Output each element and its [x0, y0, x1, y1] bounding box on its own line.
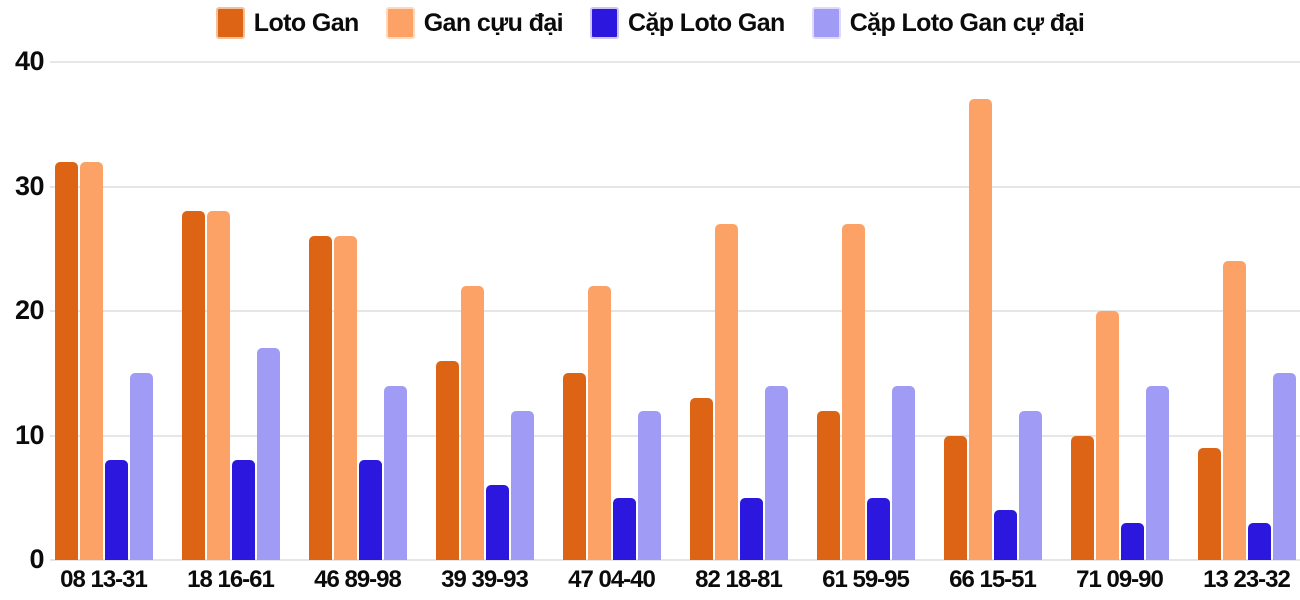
bars-area [40, 62, 1300, 560]
bar-cap-loto-gan-47-04-40[interactable] [612, 497, 636, 560]
y-tick-label: 10 [14, 419, 45, 450]
y-tick-label: 30 [14, 170, 45, 201]
bar-group-82-18-81 [675, 62, 802, 560]
bar-loto-gan-18-16-61[interactable] [181, 211, 205, 560]
x-tick-label-46-89-98: 46 89-98 [314, 566, 402, 593]
bar-cap-loto-gan-cu-ai-71-09-90[interactable] [1145, 385, 1169, 560]
bar-cap-loto-gan-08-13-31[interactable] [104, 460, 128, 560]
bar-loto-gan-08-13-31[interactable] [54, 161, 78, 560]
x-tick-label-08-13-31: 08 13-31 [60, 566, 148, 593]
bar-cap-loto-gan-cu-ai-08-13-31[interactable] [129, 373, 153, 560]
y-tick-label: 0 [29, 543, 44, 574]
legend-label: Loto Gan [253, 8, 360, 37]
x-axis: 08 13-31 18 16-61 46 89-98 39 39-93 47 04-40… [40, 563, 1300, 597]
bar-group-08-13-31 [40, 62, 167, 560]
gridline-40 [50, 61, 1300, 63]
bar-cap-loto-gan-18-16-61[interactable] [231, 460, 255, 560]
gridline-10 [50, 434, 1300, 437]
bar-gan-cuu-ai-18-16-61[interactable] [206, 211, 230, 560]
bar-loto-gan-47-04-40[interactable] [562, 373, 586, 560]
bar-cap-loto-gan-46-89-98[interactable] [358, 460, 382, 560]
x-tick-label-82-18-81: 82 18-81 [695, 566, 783, 593]
bar-group-18-16-61 [167, 62, 294, 560]
x-tick-label-39-39-93: 39 39-93 [441, 566, 529, 593]
bar-gan-cuu-ai-71-09-90[interactable] [1095, 311, 1119, 560]
bar-group-46-89-98 [294, 62, 421, 560]
bar-cap-loto-gan-39-39-93[interactable] [485, 485, 509, 560]
bar-group-66-15-51 [929, 62, 1056, 560]
gridline-30 [50, 185, 1300, 188]
bar-cap-loto-gan-66-15-51[interactable] [993, 510, 1017, 560]
bar-loto-gan-71-09-90[interactable] [1070, 435, 1094, 560]
bar-loto-gan-13-23-32[interactable] [1197, 447, 1221, 560]
bar-group-47-04-40 [548, 62, 675, 560]
bar-cap-loto-gan-cu-ai-13-23-32[interactable] [1272, 373, 1296, 560]
bar-gan-cuu-ai-13-23-32[interactable] [1222, 261, 1246, 560]
bar-group-61-59-95 [802, 62, 929, 560]
bar-cap-loto-gan-cu-ai-82-18-81[interactable] [764, 385, 788, 560]
legend-label: Cặp Loto Gan [628, 8, 785, 37]
bar-loto-gan-61-59-95[interactable] [816, 410, 840, 560]
x-tick-label-47-04-40: 47 04-40 [568, 566, 656, 593]
chart-legend: Loto Gan Gan cựu đại Cặp Loto Gan Cặp Loto … [0, 7, 1300, 39]
y-tick-label: 20 [14, 294, 45, 325]
legend-label: Cặp Loto Gan cự đại [849, 8, 1085, 37]
x-tick-label-66-15-51: 66 15-51 [949, 566, 1037, 593]
bar-loto-gan-39-39-93[interactable] [435, 360, 459, 560]
bar-cap-loto-gan-13-23-32[interactable] [1247, 522, 1271, 560]
bar-cap-loto-gan-cu-ai-66-15-51[interactable] [1018, 410, 1042, 560]
bar-cap-loto-gan-61-59-95[interactable] [866, 497, 890, 560]
legend-item-cap-loto-gan-cu-ai[interactable]: Cặp Loto Gan cự đại [811, 7, 1085, 39]
bar-cap-loto-gan-82-18-81[interactable] [739, 497, 763, 560]
bar-gan-cuu-ai-61-59-95[interactable] [841, 223, 865, 560]
plot-area: 0 10 20 30 40 [0, 46, 1300, 574]
gridline-20 [50, 310, 1300, 312]
gridline-0 [50, 559, 1300, 561]
bar-cap-loto-gan-cu-ai-46-89-98[interactable] [383, 385, 407, 560]
legend-swatch-icon [215, 7, 245, 39]
bar-cap-loto-gan-71-09-90[interactable] [1120, 522, 1144, 560]
bar-cap-loto-gan-cu-ai-47-04-40[interactable] [637, 410, 661, 560]
bar-loto-gan-66-15-51[interactable] [943, 435, 967, 560]
bar-loto-gan-46-89-98[interactable] [308, 236, 332, 560]
bar-gan-cuu-ai-66-15-51[interactable] [968, 99, 992, 560]
legend-item-loto-gan[interactable]: Loto Gan [215, 7, 360, 39]
x-tick-label-61-59-95: 61 59-95 [822, 566, 910, 593]
x-tick-label-18-16-61: 18 16-61 [187, 566, 275, 593]
legend-label: Gan cựu đại [423, 8, 564, 37]
legend-swatch-icon [385, 7, 415, 39]
y-tick-label: 40 [14, 45, 45, 76]
bar-gan-cuu-ai-08-13-31[interactable] [79, 161, 103, 560]
legend-item-gan-cuu-ai[interactable]: Gan cựu đại [385, 7, 564, 39]
x-tick-label-13-23-32: 13 23-32 [1203, 566, 1291, 593]
bar-gan-cuu-ai-39-39-93[interactable] [460, 286, 484, 560]
bar-gan-cuu-ai-82-18-81[interactable] [714, 223, 738, 560]
bar-loto-gan-82-18-81[interactable] [689, 398, 713, 560]
x-tick-label-71-09-90: 71 09-90 [1076, 566, 1164, 593]
bar-cap-loto-gan-cu-ai-39-39-93[interactable] [510, 410, 534, 560]
legend-swatch-icon [811, 7, 841, 39]
bar-group-13-23-32 [1183, 62, 1300, 560]
bar-group-39-39-93 [421, 62, 548, 560]
legend-swatch-icon [590, 7, 620, 39]
bar-cap-loto-gan-cu-ai-61-59-95[interactable] [891, 385, 915, 560]
legend-item-cap-loto-gan[interactable]: Cặp Loto Gan [590, 7, 785, 39]
bar-cap-loto-gan-cu-ai-18-16-61[interactable] [256, 348, 280, 560]
bar-group-71-09-90 [1056, 62, 1183, 560]
bar-gan-cuu-ai-47-04-40[interactable] [587, 286, 611, 560]
bar-gan-cuu-ai-46-89-98[interactable] [333, 236, 357, 560]
